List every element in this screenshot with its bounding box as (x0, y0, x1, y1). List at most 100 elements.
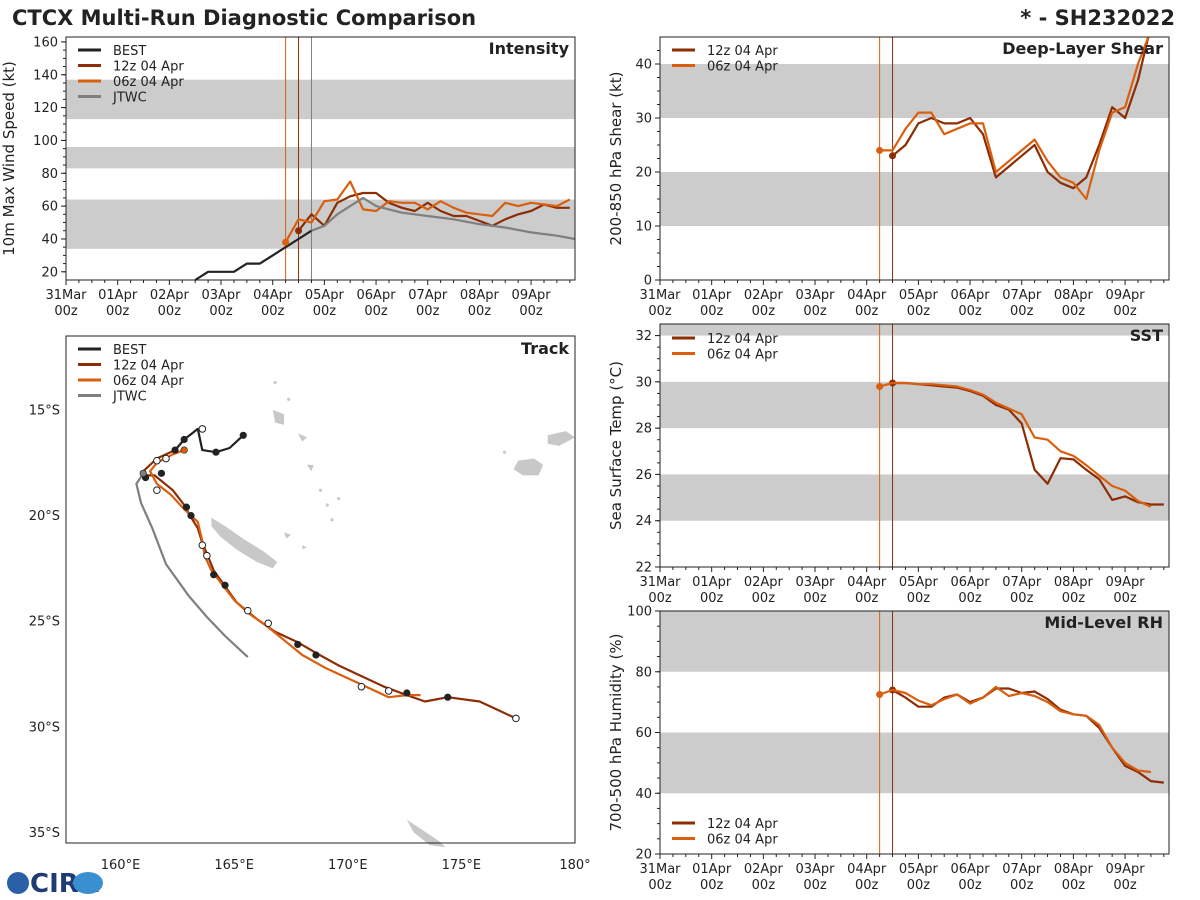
legend-label: BEST (113, 44, 146, 59)
small-island (325, 503, 329, 507)
x-tick-label: 09Apr (1106, 575, 1146, 590)
y-tick-label: 20 (635, 848, 652, 863)
x-tick-label: 00z (958, 304, 982, 319)
legend-label: 12z 04 Apr (707, 332, 778, 347)
x-tick-label: 00z (313, 304, 337, 319)
x-tick-label: 06Apr (951, 288, 991, 303)
x-tick-label: 00z (958, 591, 982, 606)
x-tick-label: 07Apr (1002, 288, 1042, 303)
panel-title: Intensity (489, 39, 570, 58)
panel-title: SST (1130, 326, 1163, 345)
x-tick-label: 00z (1062, 304, 1086, 319)
x-tick-label: 08Apr (460, 288, 500, 303)
series-line (879, 36, 1150, 201)
x-tick-label: 03Apr (796, 862, 836, 877)
y-tick-label: 40 (41, 232, 58, 247)
track-point (180, 446, 188, 454)
y-tick-label: 60 (41, 200, 58, 215)
track-panel: 160°E 165°E 170°E 175°E 180° 15°S 20°S 25°S 30°S… (29, 335, 591, 873)
x-tick-label: 08Apr (1054, 862, 1094, 877)
lon-tick-label: 165°E (214, 858, 254, 873)
lon-tick-label: 175°E (442, 858, 482, 873)
track-point (203, 551, 211, 560)
x-tick-label: 08Apr (1054, 575, 1094, 590)
legend-label: 06z 04 Apr (113, 374, 184, 389)
lat-tick-label: 35°S (29, 826, 60, 841)
x-tick-label: 07Apr (408, 288, 448, 303)
x-tick-label: 00z (752, 304, 776, 319)
small-island (273, 380, 277, 385)
x-tick-label: 00z (1113, 591, 1137, 606)
series-start-point (876, 691, 884, 699)
x-tick-label: 00z (468, 304, 492, 319)
y-tick-label: 0 (644, 274, 652, 289)
y-tick-label: 80 (41, 167, 58, 182)
x-tick-label: 00z (209, 304, 233, 319)
land-mass (547, 431, 575, 446)
x-tick-label: 03Apr (202, 288, 242, 303)
lat-tick-label: 15°S (29, 403, 60, 418)
y-tick-label: 60 (635, 726, 652, 741)
series-line (194, 229, 313, 281)
x-tick-label: 00z (519, 304, 543, 319)
track-point (182, 503, 191, 511)
x-tick-label: 07Apr (1002, 862, 1042, 877)
x-tick-label: 05Apr (899, 288, 939, 303)
x-tick-label: 00z (907, 591, 931, 606)
lat-tick-label: 30°S (29, 720, 60, 735)
x-tick-label: 04Apr (847, 288, 887, 303)
land-mass (306, 464, 314, 472)
track-point (239, 431, 247, 439)
x-tick-label: 00z (855, 304, 879, 319)
threshold-band (660, 172, 1169, 226)
y-tick-label: 140 (33, 68, 58, 83)
x-tick-label: 01Apr (692, 575, 732, 590)
x-tick-label: 00z (1113, 878, 1137, 893)
x-tick-label: 05Apr (899, 575, 939, 590)
x-tick-label: 06Apr (951, 862, 991, 877)
y-tick-label: 30 (635, 112, 652, 127)
legend-label: BEST (113, 343, 146, 358)
x-tick-label: 00z (855, 591, 879, 606)
plot-frame (65, 36, 576, 281)
x-tick-label: 00z (700, 878, 724, 893)
x-tick-label: 09Apr (512, 288, 552, 303)
x-tick-label: 00z (700, 304, 724, 319)
x-tick-label: 02Apr (744, 288, 784, 303)
x-tick-label: 05Apr (899, 862, 939, 877)
y-tick-label: 100 (627, 605, 652, 620)
land-mass (513, 458, 544, 476)
series-start-point (295, 227, 303, 235)
y-tick-label: 120 (33, 101, 58, 116)
x-tick-label: 00z (1010, 878, 1034, 893)
x-tick-label: 00z (752, 591, 776, 606)
threshold-band (660, 474, 1169, 521)
x-tick-label: 00z (648, 878, 672, 893)
x-tick-label: 00z (907, 878, 931, 893)
y-tick-label: 80 (635, 665, 652, 680)
track-point (403, 689, 411, 697)
panel-title: Deep-Layer Shear (1002, 39, 1163, 58)
y-tick-label: 22 (635, 561, 652, 576)
x-tick-label: 00z (1010, 591, 1034, 606)
small-island (337, 497, 341, 501)
series-start-point (889, 152, 897, 160)
x-tick-label: 00z (158, 304, 182, 319)
track-point (384, 687, 393, 695)
lat-tick-label: 25°S (29, 615, 60, 630)
x-tick-label: 04Apr (847, 575, 887, 590)
track-point (187, 511, 195, 520)
legend-label: 06z 04 Apr (707, 833, 778, 848)
threshold-band (66, 147, 575, 169)
y-tick-label: 24 (635, 514, 652, 529)
track-point (153, 456, 161, 465)
track-point (153, 486, 161, 495)
track-point (180, 435, 188, 444)
x-tick-label: 00z (803, 878, 827, 893)
x-tick-label: 01Apr (692, 862, 732, 877)
land-mass (211, 517, 278, 569)
y-axis-label: 10m Max Wind Speed (kt) (0, 61, 18, 256)
x-tick-label: 06Apr (357, 288, 397, 303)
y-tick-label: 32 (635, 329, 652, 344)
series-start-point (876, 146, 884, 154)
